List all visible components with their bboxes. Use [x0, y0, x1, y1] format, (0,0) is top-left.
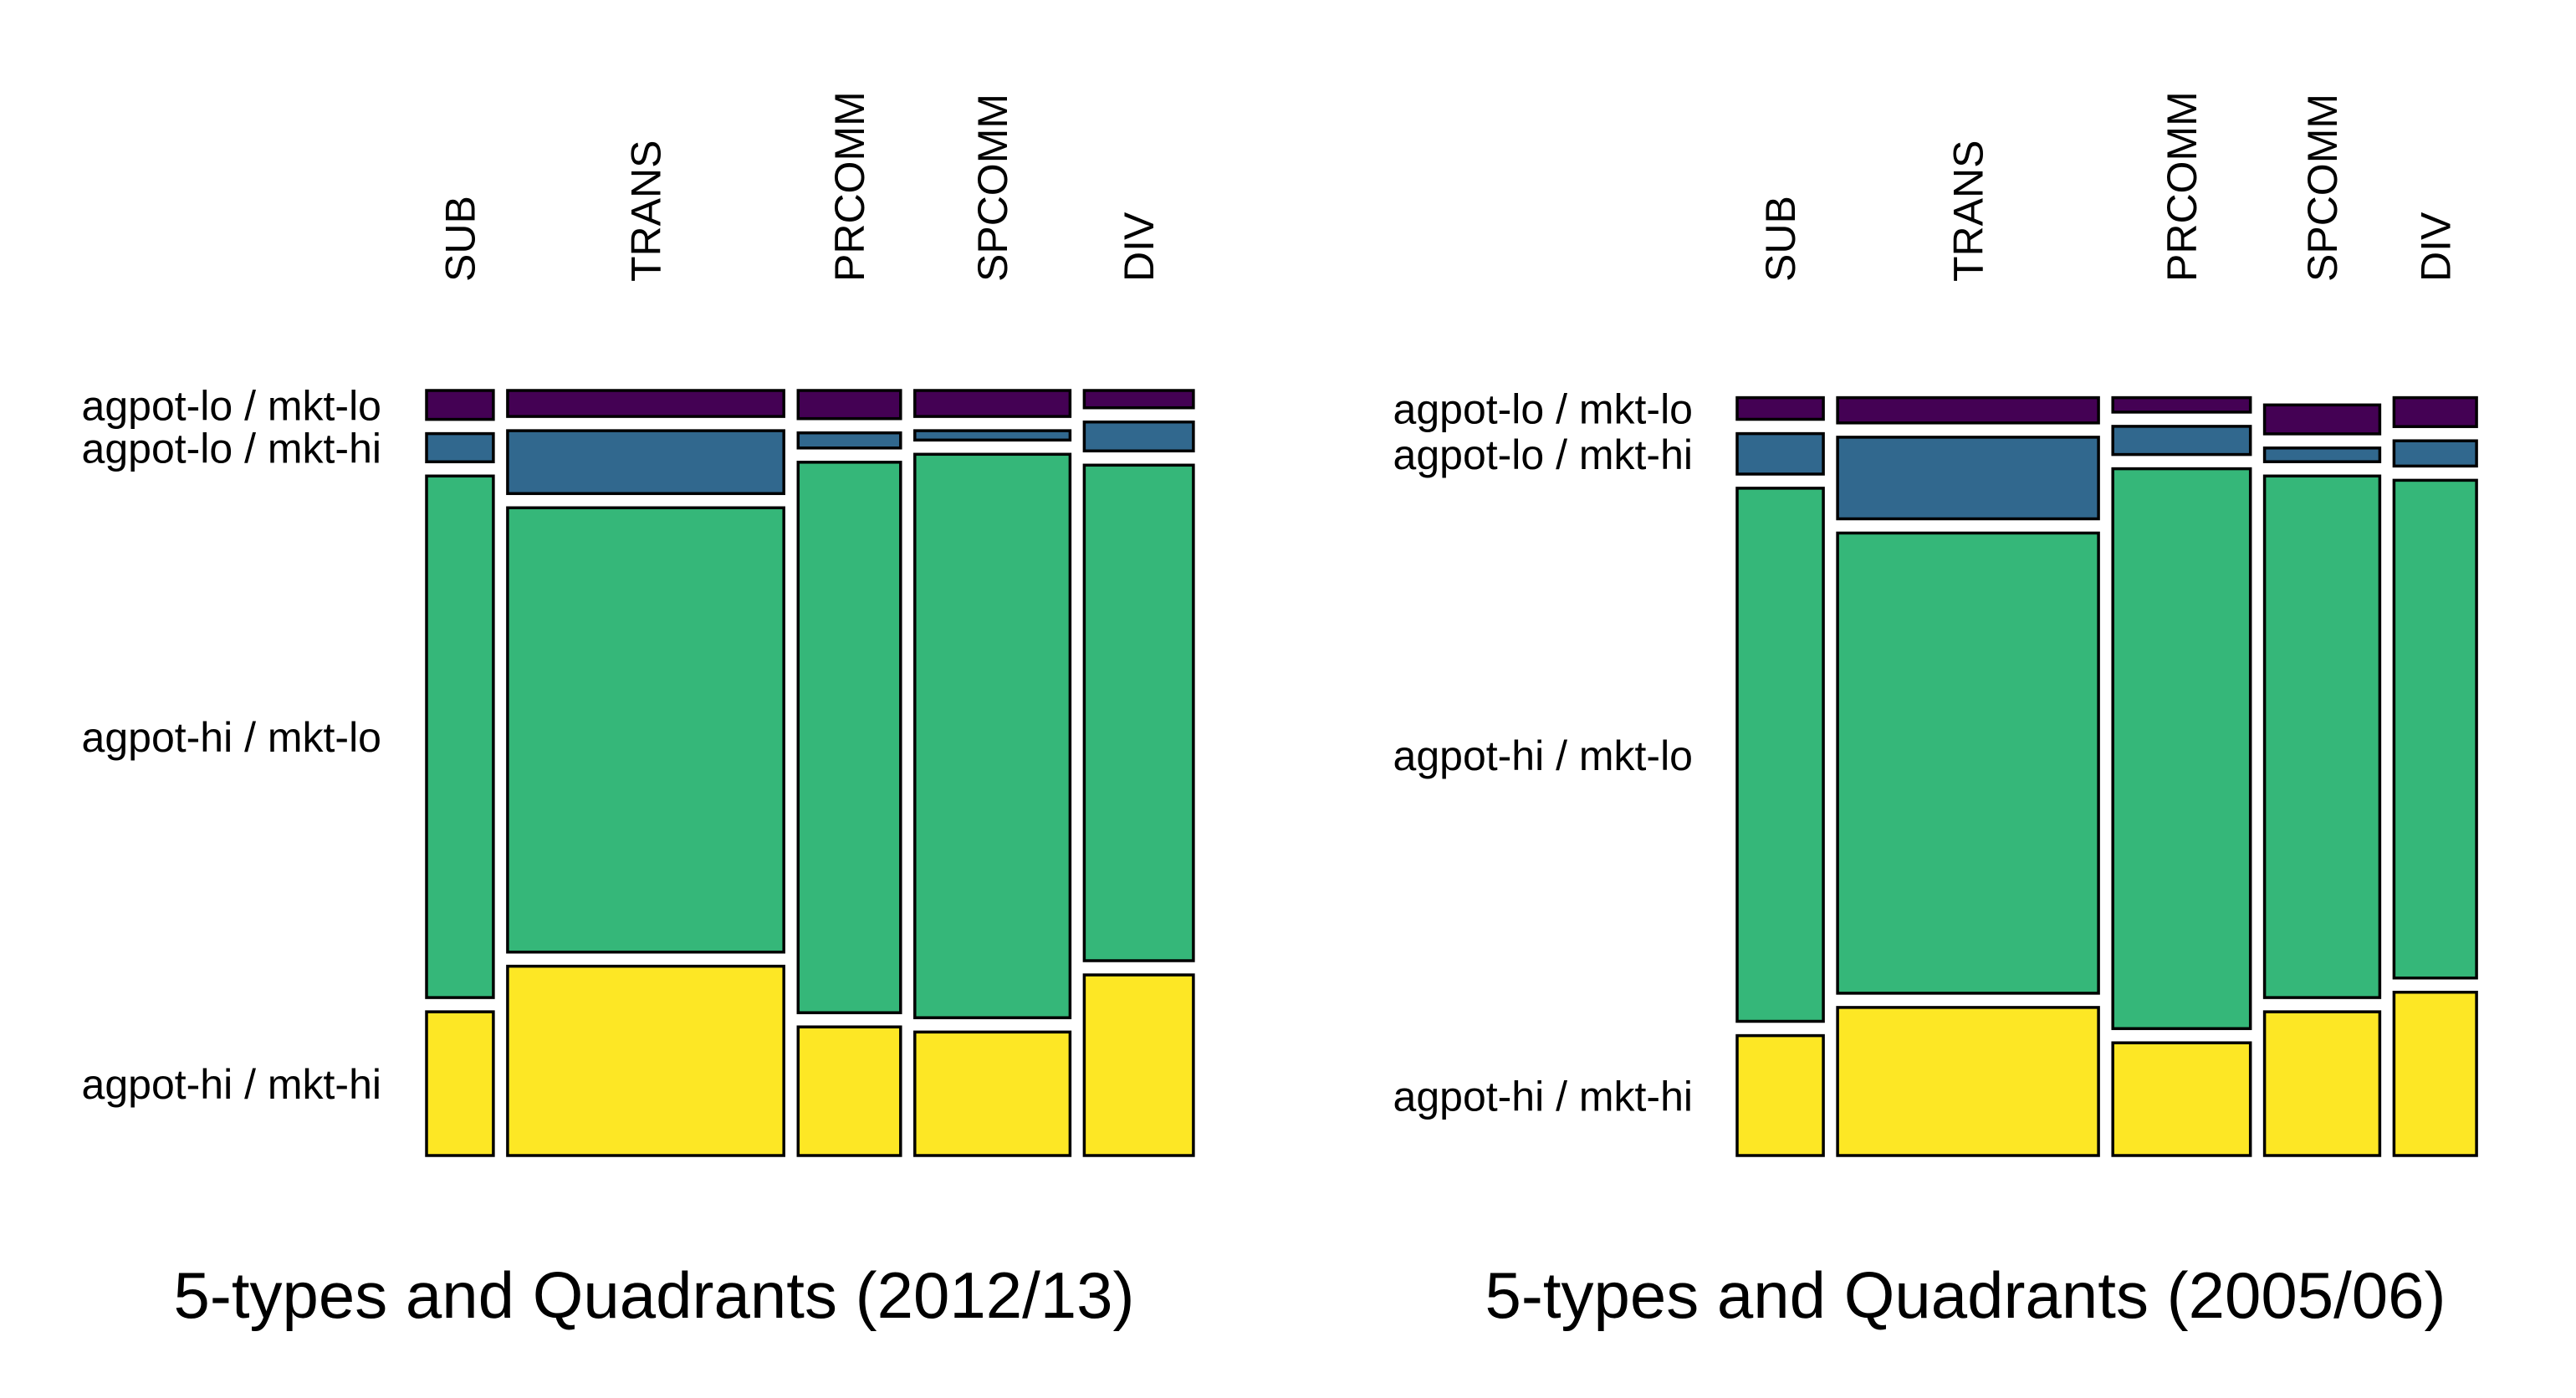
- tile-spcomm-agpot-lo-mkt-hi: [913, 429, 1072, 442]
- tile-spcomm-agpot-lo-mkt-hi: [2262, 446, 2382, 463]
- tile-prcomm-agpot-lo-mkt-lo: [796, 389, 902, 421]
- mosaic-panel-2012: 5-types and Quadrants (2012/13) SUB TRANS P…: [82, 91, 1195, 1332]
- row-label-agpot-lo-mkt-lo: agpot-lo / mkt-lo: [82, 382, 381, 429]
- tile-div-agpot-hi-mkt-hi: [1082, 973, 1195, 1157]
- row-label-agpot-lo-mkt-hi: agpot-lo / mkt-hi: [82, 425, 381, 472]
- tile-spcomm-agpot-lo-mkt-lo: [2262, 403, 2382, 436]
- tile-spcomm-agpot-hi-mkt-lo: [2262, 474, 2382, 999]
- tile-div-agpot-hi-mkt-hi: [2392, 990, 2478, 1157]
- tile-trans-agpot-hi-mkt-hi: [506, 964, 785, 1157]
- column-label-div: DIV: [1116, 212, 1163, 282]
- tile-div-agpot-lo-mkt-lo: [1082, 389, 1195, 410]
- column-label-sub: SUB: [437, 196, 483, 282]
- tile-prcomm-agpot-hi-mkt-hi: [796, 1025, 902, 1157]
- tile-spcomm-agpot-hi-mkt-hi: [913, 1030, 1072, 1157]
- tile-trans-agpot-lo-mkt-lo: [506, 389, 785, 418]
- tile-sub-agpot-hi-mkt-lo: [1735, 487, 1825, 1023]
- column-label-trans: TRANS: [623, 140, 670, 282]
- tile-trans-agpot-hi-mkt-hi: [1836, 1006, 2100, 1157]
- tile-trans-agpot-hi-mkt-lo: [1836, 531, 2100, 995]
- tile-div-agpot-lo-mkt-lo: [2392, 395, 2478, 428]
- row-label-agpot-hi-mkt-lo: agpot-hi / mkt-lo: [82, 714, 381, 761]
- column-label-trans: TRANS: [1945, 140, 1992, 282]
- tile-sub-agpot-hi-mkt-lo: [425, 474, 495, 999]
- column-label-spcomm: SPCOMM: [969, 94, 1016, 282]
- tile-trans-agpot-lo-mkt-hi: [506, 429, 785, 496]
- tile-prcomm-agpot-lo-mkt-hi: [2111, 425, 2252, 457]
- tile-div-agpot-hi-mkt-lo: [1082, 463, 1195, 962]
- mosaic-panel-2005: 5-types and Quadrants (2005/06) SUB TRANS P…: [1393, 91, 2478, 1332]
- row-label-agpot-lo-mkt-hi: agpot-lo / mkt-hi: [1393, 431, 1693, 478]
- tile-trans-agpot-lo-mkt-lo: [1836, 395, 2100, 425]
- chart-title: 5-types and Quadrants (2005/06): [1485, 1258, 2446, 1332]
- tile-div-agpot-hi-mkt-lo: [2392, 478, 2478, 980]
- tile-spcomm-agpot-lo-mkt-lo: [913, 389, 1072, 418]
- tile-prcomm-agpot-lo-mkt-hi: [796, 431, 902, 450]
- tile-sub-agpot-lo-mkt-lo: [1735, 395, 1825, 421]
- column-label-prcomm: PRCOMM: [2159, 91, 2205, 282]
- row-label-agpot-hi-mkt-lo: agpot-hi / mkt-lo: [1393, 732, 1693, 779]
- tile-div-agpot-lo-mkt-hi: [2392, 439, 2478, 468]
- row-label-agpot-lo-mkt-lo: agpot-lo / mkt-lo: [1393, 386, 1693, 433]
- column-label-div: DIV: [2412, 212, 2459, 282]
- tile-prcomm-agpot-hi-mkt-lo: [796, 461, 902, 1014]
- column-label-sub: SUB: [1757, 196, 1804, 282]
- row-label-agpot-hi-mkt-hi: agpot-hi / mkt-hi: [82, 1061, 381, 1108]
- tile-trans-agpot-hi-mkt-lo: [506, 506, 785, 954]
- tile-sub-agpot-lo-mkt-lo: [425, 389, 495, 421]
- tile-spcomm-agpot-hi-mkt-hi: [2262, 1010, 2382, 1157]
- chart-title: 5-types and Quadrants (2012/13): [173, 1258, 1134, 1332]
- column-label-prcomm: PRCOMM: [826, 91, 873, 282]
- tile-trans-agpot-lo-mkt-hi: [1836, 436, 2100, 521]
- tile-prcomm-agpot-lo-mkt-lo: [2111, 395, 2252, 414]
- tile-prcomm-agpot-hi-mkt-hi: [2111, 1041, 2252, 1157]
- tile-spcomm-agpot-hi-mkt-lo: [913, 452, 1072, 1019]
- tile-sub-agpot-lo-mkt-hi: [425, 431, 495, 464]
- tile-sub-agpot-hi-mkt-hi: [425, 1010, 495, 1157]
- column-label-spcomm: SPCOMM: [2299, 94, 2346, 282]
- row-label-agpot-hi-mkt-hi: agpot-hi / mkt-hi: [1393, 1073, 1693, 1120]
- tile-sub-agpot-hi-mkt-hi: [1735, 1033, 1825, 1157]
- tile-prcomm-agpot-hi-mkt-lo: [2111, 467, 2252, 1030]
- tile-sub-agpot-lo-mkt-hi: [1735, 431, 1825, 476]
- tile-div-agpot-lo-mkt-hi: [1082, 420, 1195, 453]
